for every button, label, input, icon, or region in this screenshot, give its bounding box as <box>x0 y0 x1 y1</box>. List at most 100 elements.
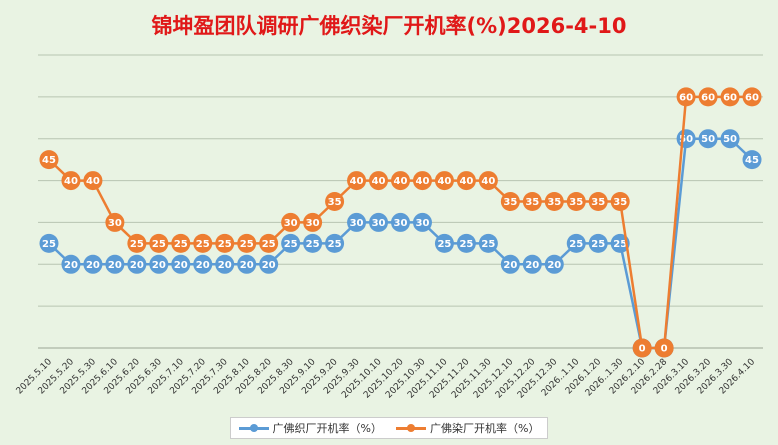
data-point <box>742 150 762 170</box>
data-point <box>303 233 323 253</box>
data-label: 40 <box>372 176 386 187</box>
data-point <box>632 338 652 358</box>
data-label: 45 <box>42 155 56 166</box>
data-label: 25 <box>240 239 254 250</box>
data-point <box>39 150 59 170</box>
data-label: 20 <box>196 260 210 271</box>
data-label: 60 <box>723 92 737 103</box>
data-label: 25 <box>174 239 188 250</box>
data-point <box>676 87 696 107</box>
legend-label-dyeing: 广佛染厂开机率（%） <box>430 422 540 435</box>
data-point <box>434 171 454 191</box>
data-point <box>500 254 520 274</box>
data-label: 20 <box>218 260 232 271</box>
data-point <box>456 233 476 253</box>
data-point <box>171 254 191 274</box>
data-label: 25 <box>591 239 605 250</box>
legend-swatch-dyeing <box>396 423 426 433</box>
data-point <box>698 129 718 149</box>
data-label: 40 <box>437 176 451 187</box>
data-point <box>325 192 345 211</box>
data-point <box>698 87 718 107</box>
data-label: 40 <box>64 176 78 187</box>
data-point <box>610 192 630 211</box>
data-point <box>83 254 103 274</box>
legend-item-dyeing: 广佛染厂开机率（%） <box>396 420 539 436</box>
data-point <box>39 233 59 253</box>
data-point <box>281 212 301 232</box>
legend-item-weaving: 广佛织厂开机率（%） <box>238 420 382 436</box>
data-label: 30 <box>416 218 430 229</box>
data-label: 60 <box>701 92 715 103</box>
data-label: 30 <box>306 218 320 229</box>
data-point <box>720 87 740 107</box>
data-label: 25 <box>218 239 232 250</box>
data-label: 30 <box>284 218 298 229</box>
data-point <box>61 254 81 274</box>
data-label: 20 <box>240 260 254 271</box>
data-point <box>369 212 389 232</box>
data-point <box>325 233 345 253</box>
data-label: 45 <box>745 155 759 166</box>
data-label: 25 <box>306 239 320 250</box>
data-label: 30 <box>372 218 386 229</box>
chart-title: 锦坤盈团队调研广佛织染厂开机率(%)2026-4-10 <box>151 14 627 38</box>
data-point <box>412 212 432 232</box>
data-point <box>237 254 257 274</box>
data-label: 30 <box>108 218 122 229</box>
data-point <box>149 254 169 274</box>
data-label: 25 <box>42 239 56 250</box>
data-point <box>281 233 301 253</box>
data-point <box>588 192 608 211</box>
data-point <box>742 87 762 107</box>
data-label: 25 <box>459 239 473 250</box>
data-point <box>456 171 476 191</box>
data-label: 25 <box>262 239 276 250</box>
data-point <box>105 254 125 274</box>
data-label: 25 <box>613 239 627 250</box>
data-point <box>105 212 125 232</box>
data-point <box>478 171 498 191</box>
data-point <box>566 192 586 211</box>
data-point <box>522 192 542 211</box>
data-point <box>654 338 674 358</box>
data-point <box>149 233 169 253</box>
data-point <box>544 254 564 274</box>
legend-swatch-weaving <box>238 423 269 433</box>
data-label: 25 <box>328 239 342 250</box>
data-label: 20 <box>525 260 539 271</box>
data-label: 25 <box>437 239 451 250</box>
data-label: 25 <box>481 239 495 250</box>
data-point <box>500 192 520 211</box>
data-label: 30 <box>350 218 364 229</box>
data-label: 40 <box>416 176 430 187</box>
data-label: 35 <box>613 197 627 208</box>
data-label: 30 <box>394 218 408 229</box>
data-point <box>83 171 103 191</box>
data-point <box>369 171 389 191</box>
data-point <box>412 171 432 191</box>
data-point <box>391 212 410 232</box>
data-point <box>259 233 279 253</box>
data-label: 60 <box>679 92 693 103</box>
data-label: 20 <box>108 260 122 271</box>
data-point <box>522 254 542 274</box>
data-point <box>171 233 191 253</box>
legend-label-weaving: 广佛织厂开机率（%） <box>272 422 382 435</box>
data-label: 50 <box>679 134 693 145</box>
data-label: 20 <box>152 260 166 271</box>
data-label: 35 <box>591 197 605 208</box>
data-label: 40 <box>459 176 473 187</box>
data-point <box>127 233 147 253</box>
data-label: 20 <box>174 260 188 271</box>
data-label: 35 <box>328 197 342 208</box>
data-point <box>391 171 410 191</box>
data-label: 20 <box>262 260 276 271</box>
data-label: 50 <box>723 134 737 145</box>
data-label: 35 <box>503 197 517 208</box>
data-label: 25 <box>152 239 166 250</box>
legend: 广佛织厂开机率（%） 广佛染厂开机率（%） <box>0 417 778 439</box>
data-label: 20 <box>64 260 78 271</box>
